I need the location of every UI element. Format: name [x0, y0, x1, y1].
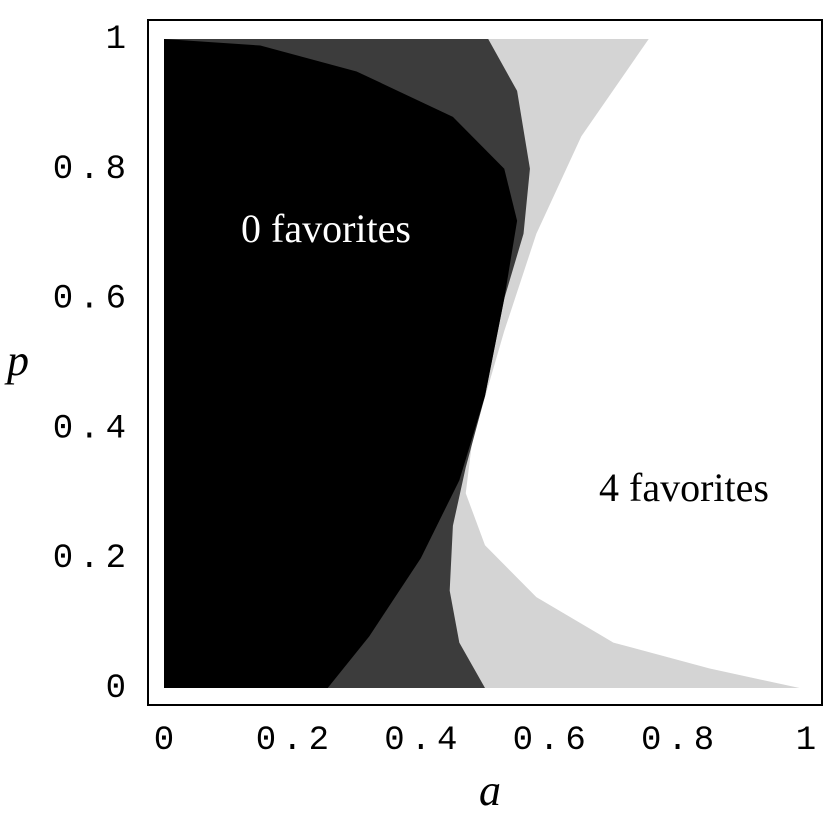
annotation: 4 favorites	[599, 465, 769, 510]
y-tick-label: 0	[106, 670, 132, 708]
region	[164, 39, 518, 688]
regions	[164, 39, 800, 688]
y-tick-label: 0.2	[53, 540, 132, 578]
annotation: 0 favorites	[241, 206, 411, 251]
x-tick-label: 1	[796, 722, 822, 760]
x-tick-label: 0.4	[384, 722, 463, 760]
x-axis-label: a	[479, 766, 501, 815]
x-tick-label: 0.2	[256, 722, 335, 760]
x-tick-label: 0.6	[513, 722, 592, 760]
y-tick-label: 0.6	[53, 281, 132, 319]
y-tick-label: 0.8	[53, 151, 132, 189]
y-tick-label: 1	[106, 21, 132, 59]
y-tick-label: 0.4	[53, 410, 132, 448]
y-axis-label: p	[4, 336, 29, 385]
x-tick-label: 0	[154, 722, 180, 760]
x-tick-label: 0.8	[641, 722, 720, 760]
